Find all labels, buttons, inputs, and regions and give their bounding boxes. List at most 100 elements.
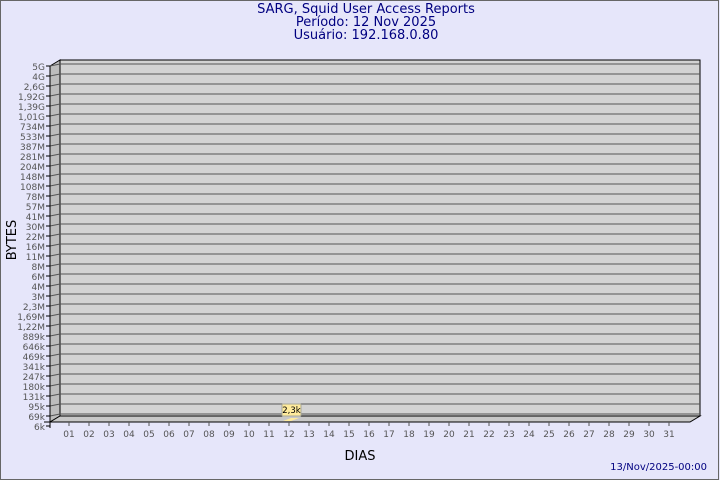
y-tick-label: 1,01G [18, 113, 45, 123]
y-tick-label: 204M [20, 163, 45, 173]
gridline-side [49, 313, 61, 317]
gridline-side [49, 143, 61, 147]
gridline-side [49, 283, 61, 287]
x-tick-label: 27 [583, 430, 594, 440]
gridline-side [49, 373, 61, 377]
y-tick-label: 148M [20, 173, 45, 183]
gridline-side [49, 363, 61, 367]
y-tick-label: 1,22M [17, 323, 45, 333]
gridline-side [49, 223, 61, 227]
gridline-side [49, 343, 61, 347]
gridline-side [49, 113, 61, 117]
y-tick-label: 387M [20, 143, 45, 153]
gridline-side [49, 173, 61, 177]
x-tick-label: 12 [283, 430, 294, 440]
gridline-side [49, 73, 61, 77]
gridline-side [49, 193, 61, 197]
bar-label-box [281, 403, 302, 417]
y-tick-label: 108M [20, 183, 45, 193]
gridline-side [49, 83, 61, 87]
y-tick-label: 95k [28, 403, 45, 413]
x-tick-label: 23 [503, 430, 514, 440]
y-tick-label: 646k [23, 343, 46, 353]
y-tick-label: 469k [23, 353, 46, 363]
y-tick-label: 57M [26, 203, 45, 213]
gridline-side [49, 163, 61, 167]
y-tick-label: 69k [28, 413, 45, 423]
x-tick-label: 20 [443, 430, 455, 440]
gridline-side [49, 273, 61, 277]
gridline-side [49, 153, 61, 157]
x-tick-label: 06 [163, 430, 175, 440]
y-axis-label: BYTES [5, 220, 20, 261]
gridline-side [49, 243, 61, 247]
x-tick-label: 18 [403, 430, 415, 440]
floor [48, 415, 702, 423]
x-axis-label: DIAS [345, 449, 376, 464]
x-tick-label: 07 [183, 430, 194, 440]
chart-title: SARG, Squid User Access Reports [257, 2, 475, 17]
gridline-side [49, 293, 61, 297]
gridline-side [49, 93, 61, 97]
y-tick-label: 1,69M [17, 313, 45, 323]
x-tick-label: 08 [203, 430, 215, 440]
x-tick-label: 24 [523, 430, 535, 440]
gridline-side [49, 413, 61, 417]
y-tick-label: 341k [23, 363, 46, 373]
x-tick-label: 19 [423, 430, 435, 440]
x-tick-label: 13 [303, 430, 314, 440]
y-tick-label: 30M [26, 223, 45, 233]
y-tick-label: 11M [26, 253, 45, 263]
gridline-side [49, 393, 61, 397]
gridline-side [49, 323, 61, 327]
x-tick-label: 02 [83, 430, 94, 440]
y-tick-label: 2,3M [23, 303, 45, 313]
y-tick-label: 8M [32, 263, 46, 273]
x-tick-label: 05 [143, 430, 154, 440]
gridline-side [49, 63, 61, 67]
gridline-side [49, 383, 61, 387]
x-tick-label: 25 [543, 430, 554, 440]
y-tick-label: 281M [20, 153, 45, 163]
y-tick-label: 889k [23, 333, 46, 343]
gridline-side [49, 353, 61, 357]
y-tick-label: 131k [23, 393, 46, 403]
gridline-side [49, 123, 61, 127]
x-tick-label: 16 [363, 430, 375, 440]
x-tick-label: 09 [223, 430, 235, 440]
x-tick-label: 01 [63, 430, 74, 440]
x-tick-label: 28 [603, 430, 615, 440]
chart-user: Usuário: 192.168.0.80 [293, 28, 439, 43]
gridline-side [49, 203, 61, 207]
y-tick-label: 4M [32, 283, 46, 293]
y-tick-label: 5G [32, 63, 45, 73]
y-tick-label: 2,6G [24, 83, 45, 93]
gridline-side [49, 183, 61, 187]
x-tick-label: 21 [463, 430, 474, 440]
x-tick-label: 15 [343, 430, 354, 440]
x-tick-label: 14 [323, 430, 335, 440]
gridline-side [49, 253, 61, 257]
x-tick-label: 29 [623, 430, 635, 440]
x-tick-label: 03 [103, 430, 114, 440]
x-tick-label: 22 [483, 430, 494, 440]
gridline-side [49, 303, 61, 307]
back-wall [59, 59, 701, 417]
y-tick-label: 533M [20, 133, 45, 143]
gridline-side [49, 233, 61, 237]
footer-timestamp: 13/Nov/2025-00:00 [610, 462, 707, 473]
bar-day-12 [283, 418, 299, 421]
y-tick-label: 734M [20, 123, 45, 133]
y-tick-label: 6M [32, 273, 46, 283]
gridline-side [49, 263, 61, 267]
y-tick-label: 4G [32, 73, 45, 83]
x-tick-label: 31 [663, 430, 674, 440]
x-tick-label: 10 [243, 430, 255, 440]
y-tick-label: 78M [26, 193, 45, 203]
y-tick-label: 1,92G [18, 93, 45, 103]
y-tick-label: 6k [34, 423, 46, 433]
y-tick-label: 16M [26, 243, 45, 253]
gridline-side [49, 103, 61, 107]
